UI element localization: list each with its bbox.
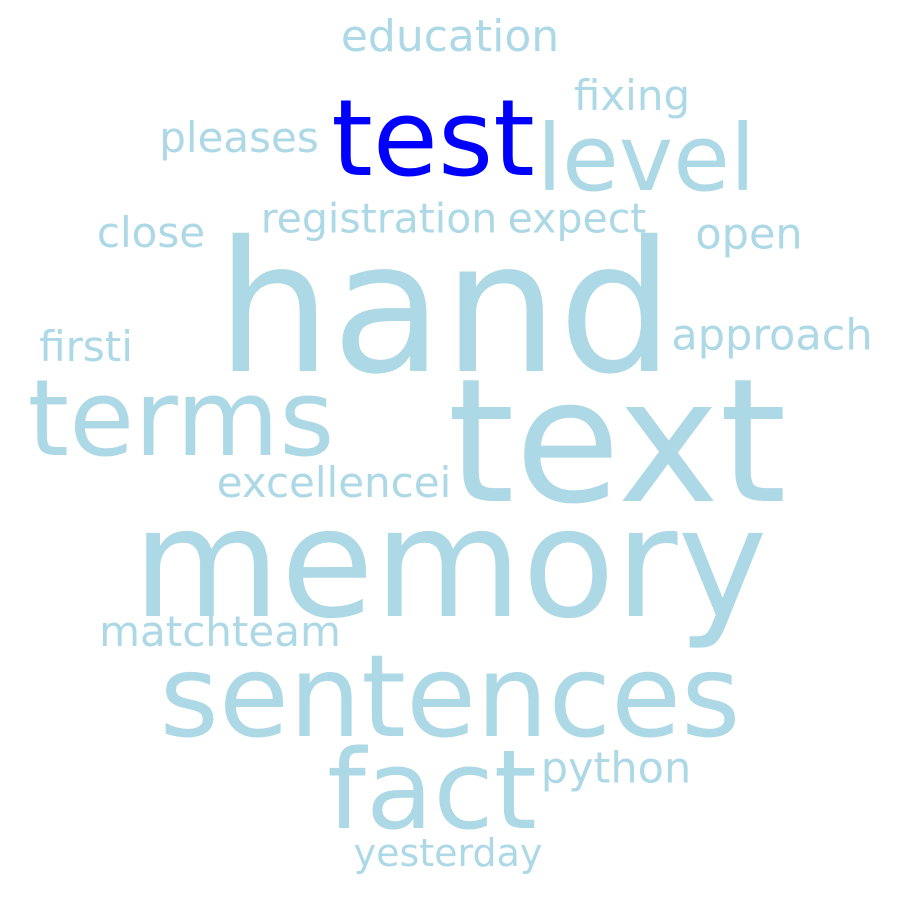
word-pleases: pleases — [159, 113, 319, 162]
word-memory: memory — [132, 475, 768, 652]
word-test: test — [331, 77, 535, 200]
word-expect: expect — [507, 194, 647, 243]
word-yesterday: yesterday — [353, 831, 543, 875]
word-education: education — [340, 11, 560, 62]
word-level: level — [536, 105, 756, 212]
word-fact: fact — [327, 726, 537, 854]
word-hand: hand — [216, 202, 674, 414]
word-fixing: fixing — [573, 71, 691, 120]
word-python: python — [540, 743, 692, 794]
word-approach: approach — [671, 310, 873, 361]
word-sentences: sentences — [159, 630, 741, 763]
word-excellencei: excellencei — [216, 458, 452, 507]
word-open: open — [695, 209, 803, 260]
word-text: text — [447, 341, 787, 542]
word-close: close — [96, 208, 206, 257]
word-firsti: firsti — [39, 322, 133, 371]
word-registration: registration — [260, 194, 498, 243]
word-matchteam: matchteam — [99, 607, 341, 656]
word-terms: terms — [27, 357, 335, 480]
